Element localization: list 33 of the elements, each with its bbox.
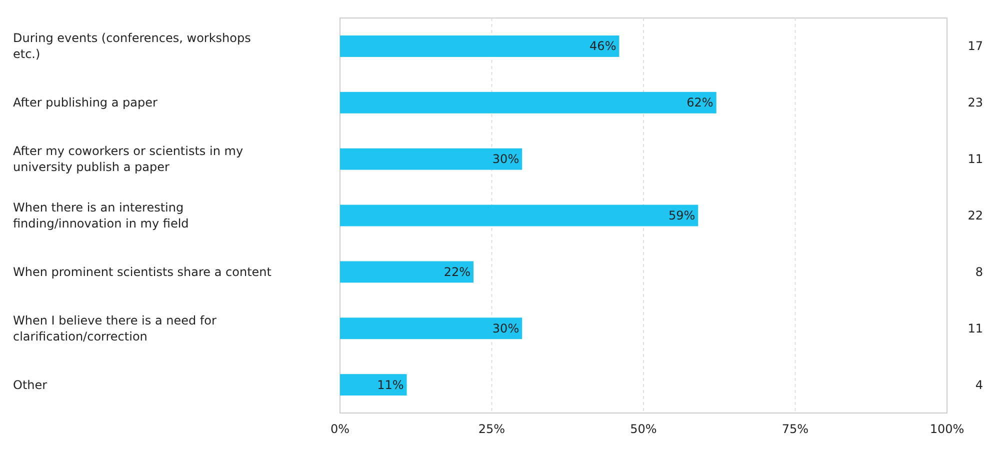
x-tick-label: 75% xyxy=(782,422,809,436)
text: 4 xyxy=(975,378,983,392)
text: 8 xyxy=(975,264,983,279)
bar xyxy=(340,204,698,226)
bar xyxy=(340,374,407,396)
text: 11 xyxy=(968,152,983,166)
data-label: 30% xyxy=(492,152,520,166)
bar xyxy=(340,261,474,283)
text: 17 xyxy=(968,39,983,54)
x-tick-label: 25% xyxy=(478,422,506,436)
data-label: 62% xyxy=(686,96,714,110)
data-label: 30% xyxy=(492,321,520,336)
x-tick-label: 100% xyxy=(930,422,964,436)
y-tick-label: When there is an interesting finding/innovation in my field xyxy=(13,200,189,230)
bar xyxy=(340,318,522,340)
bar xyxy=(340,148,522,170)
data-label: 22% xyxy=(444,264,471,279)
x-tick-label: 0% xyxy=(330,422,350,436)
text: 22 xyxy=(968,208,983,222)
y-tick-label: When I believe there is a need for clarification/correction xyxy=(13,313,216,344)
y-tick-label: After my coworkers or scientists in my university publish a paper xyxy=(13,144,244,174)
y-tick-label: After publishing a paper xyxy=(13,96,158,110)
bar xyxy=(340,92,716,114)
bar xyxy=(340,35,620,57)
data-label: 11% xyxy=(377,378,404,392)
text: 23 xyxy=(968,96,983,110)
text: 11 xyxy=(968,321,983,336)
x-tick-label: 50% xyxy=(630,422,657,436)
y-tick-label: Other xyxy=(13,378,48,392)
y-tick-label: When prominent scientists share a content xyxy=(13,264,272,279)
data-label: 46% xyxy=(590,39,616,54)
y-tick-label: During events (conferences, workshops etc.) xyxy=(13,31,251,62)
data-label: 59% xyxy=(668,208,696,222)
